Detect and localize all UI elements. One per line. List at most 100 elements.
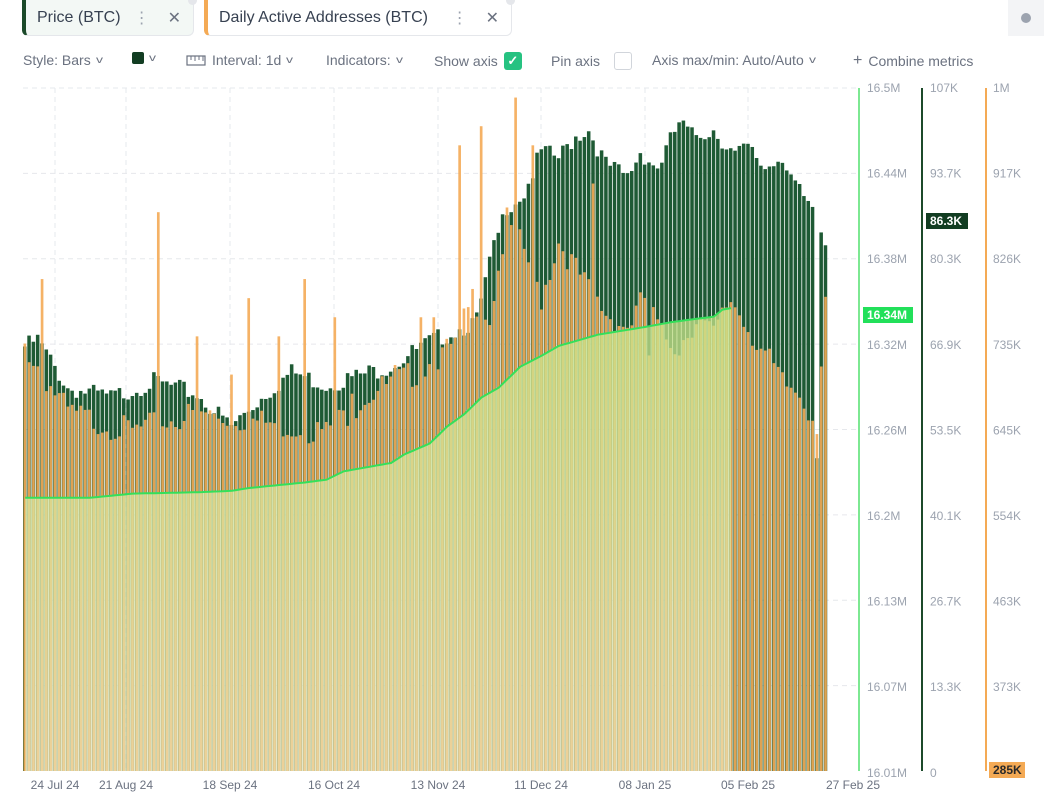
- ruler-icon: [186, 55, 206, 66]
- plus-icon: +: [853, 52, 863, 69]
- daa-bar: [785, 386, 789, 771]
- settings-toggle-button[interactable]: [1008, 0, 1044, 36]
- price-current-badge: 86.3K: [926, 213, 968, 229]
- daa-bar: [776, 366, 780, 771]
- axis-maxmin-label: Axis max/min: Auto/Auto: [652, 52, 804, 68]
- daa-bar: [759, 348, 763, 771]
- price-axis-tick: 0: [930, 766, 937, 780]
- daa-bar: [811, 420, 814, 771]
- tab-price-btc[interactable]: Price (BTC) ⋮ ✕: [22, 0, 197, 36]
- style-dropdown[interactable]: Style: Bars v: [23, 52, 103, 68]
- supply-current-badge-bg: [863, 307, 913, 323]
- daa-bar: [23, 343, 27, 771]
- x-axis-tick: 05 Feb 25: [721, 778, 775, 792]
- more-options-icon[interactable]: ⋮: [451, 9, 468, 27]
- x-axis-tick: 08 Jan 25: [619, 778, 672, 792]
- x-axis-tick: 13 Nov 24: [411, 778, 466, 792]
- x-axis-tick: 21 Aug 24: [99, 778, 153, 792]
- close-icon[interactable]: ✕: [167, 9, 181, 27]
- supply-axis-tick: 16.44M: [867, 167, 907, 181]
- tab-label: Price (BTC): [37, 8, 121, 26]
- axis-maxmin-dropdown[interactable]: Axis max/min: Auto/Auto v: [652, 52, 816, 68]
- daa-bar: [746, 332, 750, 771]
- daa-bar: [763, 350, 767, 771]
- supply-axis-tick: 16.32M: [867, 338, 907, 352]
- circle-icon: [1021, 13, 1031, 23]
- daa-axis-tick: 463K: [993, 595, 1021, 609]
- daa-current-badge-text: 285K: [993, 763, 1022, 777]
- daa-axis-tick: 373K: [993, 680, 1021, 694]
- price-current-badge-text: 86.3K: [930, 214, 962, 228]
- close-icon[interactable]: ✕: [485, 9, 499, 27]
- daa-bar: [798, 397, 802, 771]
- daa-bar: [802, 408, 806, 771]
- daa-bar: [824, 296, 827, 771]
- chevron-down-icon: v: [286, 54, 294, 66]
- supply-axis-tick: 16.01M: [867, 766, 907, 780]
- chevron-down-icon: v: [149, 52, 156, 64]
- supply-axis-tick: 16.38M: [867, 252, 907, 266]
- indicators-label: Indicators:: [326, 52, 391, 68]
- daa-axis-tick: 1M: [993, 81, 1010, 95]
- supply-axis-tick: 16.07M: [867, 680, 907, 694]
- combine-metrics-label: Combine metrics: [868, 53, 974, 69]
- supply-axis-tick: 16.13M: [867, 595, 907, 609]
- style-label: Style: Bars: [23, 52, 91, 68]
- daa-bar: [751, 345, 754, 771]
- x-axis-tick: 16 Oct 24: [308, 778, 360, 792]
- show-axis-label: Show axis: [434, 53, 498, 69]
- daa-axis-tick: 735K: [993, 338, 1021, 352]
- supply-area: [25, 307, 732, 771]
- daa-bar: [815, 434, 819, 771]
- x-axis-tick: 24 Jul 24: [31, 778, 80, 792]
- price-axis-tick: 13.3K: [930, 680, 961, 694]
- daa-bar: [733, 307, 737, 771]
- interval-label: Interval: 1d: [212, 52, 282, 68]
- drag-handle[interactable]: [188, 0, 197, 5]
- price-axis-tick: 53.5K: [930, 423, 961, 437]
- color-picker[interactable]: v: [132, 52, 156, 64]
- daa-bar: [742, 326, 746, 771]
- chevron-down-icon: v: [395, 54, 403, 66]
- tab-daily-active-addresses[interactable]: Daily Active Addresses (BTC) ⋮ ✕: [204, 0, 515, 36]
- tab-label: Daily Active Addresses (BTC): [219, 8, 428, 26]
- daa-axis-tick: 554K: [993, 509, 1021, 523]
- pin-axis-toggle[interactable]: Pin axis: [551, 52, 633, 70]
- daa-bar: [819, 366, 823, 771]
- daa-bar: [768, 348, 771, 771]
- x-axis-tick: 27 Feb 25: [826, 778, 880, 792]
- daa-bar: [755, 349, 758, 771]
- chevron-down-icon: v: [95, 54, 103, 66]
- show-axis-checkbox[interactable]: ✓: [503, 52, 522, 70]
- interval-dropdown[interactable]: Interval: 1d v: [186, 52, 294, 68]
- supply-line: [25, 307, 732, 499]
- price-axis-tick: 66.9K: [930, 338, 961, 352]
- daa-axis-tick: 826K: [993, 252, 1021, 266]
- daa-bar: [789, 387, 793, 771]
- daa-current-badge-bg: [989, 762, 1025, 778]
- supply-axis-tick: 16.26M: [867, 423, 907, 437]
- daa-current-badge: 285K: [989, 762, 1025, 778]
- daa-axis-tick: 917K: [993, 167, 1021, 181]
- price-axis-tick: 93.7K: [930, 167, 961, 181]
- daa-bar: [772, 363, 776, 771]
- combine-metrics-button[interactable]: + Combine metrics: [853, 52, 973, 70]
- supply-axis-tick: 16.2M: [867, 509, 900, 523]
- supply-current-badge-text: 16.34M: [867, 308, 907, 322]
- color-swatch: [132, 52, 144, 64]
- daa-bar: [781, 372, 784, 771]
- price-axis-tick: 26.7K: [930, 595, 961, 609]
- price-axis-tick: 80.3K: [930, 252, 961, 266]
- pin-axis-checkbox[interactable]: [614, 52, 633, 70]
- supply-area-fill: [25, 308, 732, 771]
- price-axis-tick: 40.1K: [930, 509, 961, 523]
- x-axis-tick: 18 Sep 24: [203, 778, 258, 792]
- drag-handle[interactable]: [506, 0, 515, 5]
- x-axis-tick: 11 Dec 24: [514, 778, 568, 792]
- show-axis-toggle[interactable]: Show axis ✓: [434, 52, 522, 70]
- pin-axis-label: Pin axis: [551, 53, 601, 69]
- price-current-badge-bg: [926, 213, 968, 229]
- indicators-dropdown[interactable]: Indicators: v: [326, 52, 403, 68]
- more-options-icon[interactable]: ⋮: [133, 9, 150, 27]
